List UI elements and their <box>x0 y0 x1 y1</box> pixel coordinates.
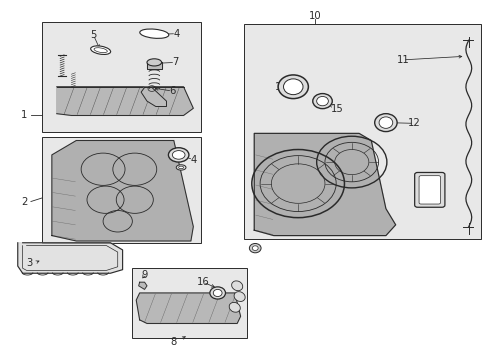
Text: 15: 15 <box>330 104 343 114</box>
Text: 6: 6 <box>169 86 175 96</box>
Ellipse shape <box>90 46 110 54</box>
FancyBboxPatch shape <box>132 268 246 338</box>
FancyBboxPatch shape <box>244 24 480 239</box>
FancyBboxPatch shape <box>418 176 440 204</box>
Polygon shape <box>139 282 147 289</box>
Polygon shape <box>141 87 166 107</box>
Text: 4: 4 <box>190 154 196 165</box>
Text: 8: 8 <box>170 337 177 347</box>
Text: 5: 5 <box>90 30 96 40</box>
Ellipse shape <box>278 75 308 99</box>
Polygon shape <box>18 243 122 273</box>
Text: 12: 12 <box>407 118 420 128</box>
Text: 14: 14 <box>422 199 434 210</box>
Ellipse shape <box>234 292 244 301</box>
Ellipse shape <box>209 287 225 299</box>
Text: 9: 9 <box>141 270 147 280</box>
Polygon shape <box>147 62 161 68</box>
Text: 2: 2 <box>21 197 27 207</box>
Ellipse shape <box>140 29 168 39</box>
Text: 16: 16 <box>196 277 209 287</box>
Polygon shape <box>254 134 395 235</box>
Ellipse shape <box>213 289 222 297</box>
Polygon shape <box>52 140 193 241</box>
Text: 11: 11 <box>396 55 408 65</box>
FancyBboxPatch shape <box>414 172 444 207</box>
Ellipse shape <box>378 117 392 129</box>
Text: 1: 1 <box>21 110 27 120</box>
Ellipse shape <box>283 79 303 95</box>
Ellipse shape <box>172 150 184 159</box>
Ellipse shape <box>168 148 188 162</box>
Ellipse shape <box>374 114 396 132</box>
FancyBboxPatch shape <box>42 137 200 243</box>
Ellipse shape <box>312 94 331 109</box>
Text: 13: 13 <box>275 82 287 93</box>
Text: 4: 4 <box>173 29 179 39</box>
Polygon shape <box>57 87 193 116</box>
Ellipse shape <box>252 246 258 251</box>
Ellipse shape <box>229 302 240 312</box>
FancyBboxPatch shape <box>42 22 200 132</box>
Ellipse shape <box>94 48 107 53</box>
Text: 3: 3 <box>26 258 32 268</box>
Text: 7: 7 <box>172 57 178 67</box>
Ellipse shape <box>249 243 261 253</box>
Text: 10: 10 <box>308 11 321 21</box>
Ellipse shape <box>316 96 328 106</box>
Ellipse shape <box>147 59 161 66</box>
Ellipse shape <box>176 165 185 170</box>
Ellipse shape <box>178 166 183 169</box>
Polygon shape <box>136 293 240 323</box>
Ellipse shape <box>231 281 242 291</box>
